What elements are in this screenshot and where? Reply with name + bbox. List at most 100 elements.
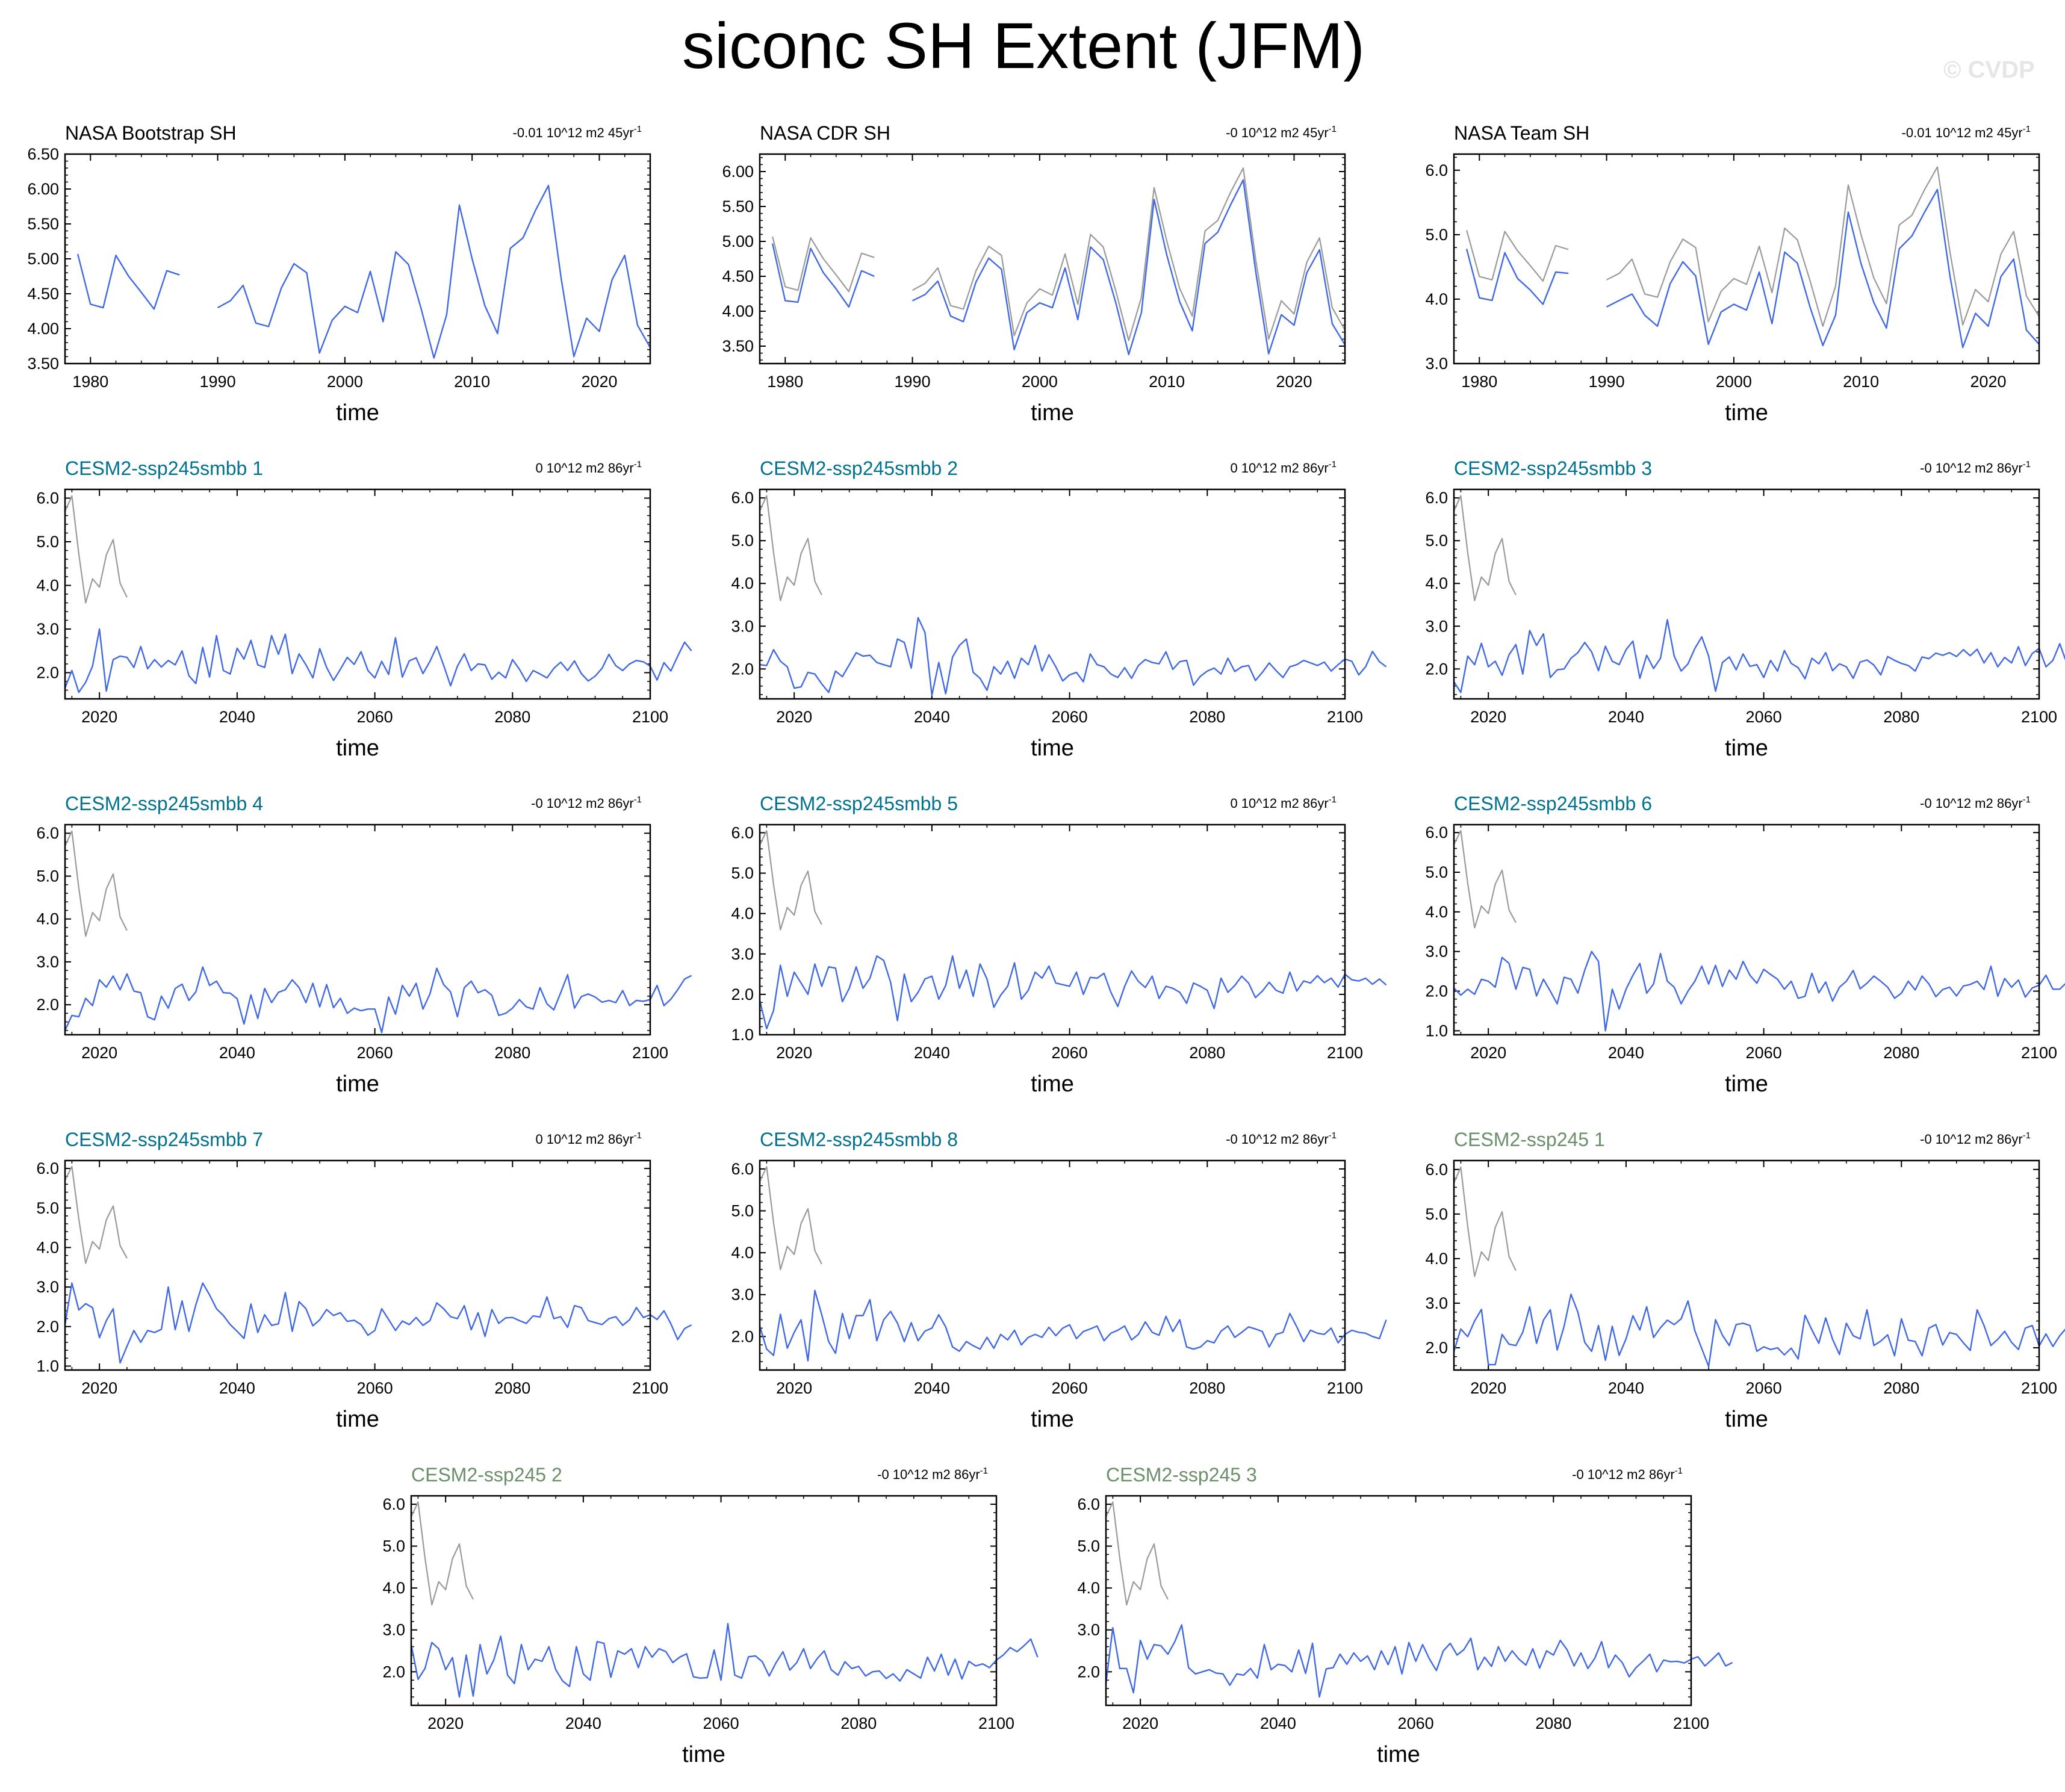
y-tick-label: 6.0 <box>731 489 754 507</box>
panel-title: CESM2-ssp245smbb 7 <box>65 1129 263 1150</box>
y-tick-label: 5.0 <box>731 532 754 550</box>
x-axis-title: time <box>336 1407 379 1432</box>
x-tick-label: 2100 <box>2021 708 2057 726</box>
obs-overlay-line <box>1453 1166 1517 1277</box>
plot-frame <box>759 488 1346 700</box>
x-tick-label: 2020 <box>1970 373 2006 391</box>
panel-13: CESM2-ssp245 2 -0 10^12 m2 86yr-1 2.0 3.0 4.… <box>382 1464 1039 1767</box>
y-tick-label: 5.50 <box>722 197 754 215</box>
y-tick-label: 4.0 <box>1425 903 1448 921</box>
y-tick-label: 5.0 <box>1077 1537 1100 1555</box>
x-tick-label: 2100 <box>1327 708 1363 726</box>
y-tick-label: 3.0 <box>1425 943 1448 961</box>
panel-7: CESM2-ssp245smbb 4 -0 10^12 m2 86yr-1 2.0 3… <box>36 793 692 1097</box>
obs-overlay-line <box>772 236 875 293</box>
series-line <box>64 966 692 1034</box>
x-tick-label: 2080 <box>1535 1714 1571 1732</box>
x-tick-label: 1990 <box>200 373 236 391</box>
y-tick-label: 2.0 <box>1077 1663 1100 1681</box>
y-tick-label: 5.0 <box>731 1202 754 1220</box>
y-tick-label: 6.0 <box>36 1159 59 1177</box>
y-tick-label: 3.0 <box>1425 355 1448 373</box>
x-tick-label: 2020 <box>1470 1379 1506 1397</box>
y-tick-label: 4.50 <box>722 267 754 285</box>
x-tick-label: 2000 <box>1022 373 1058 391</box>
x-tick-label: 2040 <box>219 708 255 726</box>
x-tick-label: 2080 <box>1883 1379 1919 1397</box>
x-tick-label: 2040 <box>1608 708 1644 726</box>
x-tick-label: 2040 <box>1608 1044 1644 1062</box>
x-axis-title: time <box>1031 1407 1074 1432</box>
plot-frame <box>759 1159 1346 1371</box>
plot-frame <box>759 153 1346 365</box>
series-line <box>1105 1624 1733 1698</box>
x-axis-title: time <box>1725 736 1768 761</box>
series-line <box>1453 1293 2065 1368</box>
y-tick-label: 5.0 <box>731 864 754 882</box>
y-tick-label: 4.50 <box>27 285 59 303</box>
y-tick-label: 1.0 <box>731 1026 754 1044</box>
series-line <box>759 616 1387 696</box>
x-tick-label: 2020 <box>427 1714 464 1732</box>
panel-10: CESM2-ssp245smbb 7 0 10^12 m2 86yr-1 1.0 2.… <box>36 1129 692 1432</box>
y-tick-label: 4.0 <box>731 574 754 592</box>
obs-overlay-line <box>759 1166 822 1271</box>
x-tick-label: 2060 <box>703 1714 739 1732</box>
plot-frame <box>1105 1495 1692 1707</box>
panel-title: CESM2-ssp245smbb 6 <box>1454 793 1652 814</box>
panel-title: CESM2-ssp245 2 <box>411 1464 562 1486</box>
series-line <box>64 1282 692 1364</box>
x-tick-label: 2060 <box>357 708 393 726</box>
x-tick-label: 1980 <box>1461 373 1497 391</box>
x-tick-label: 2020 <box>81 1379 117 1397</box>
x-tick-label: 2040 <box>1608 1379 1644 1397</box>
x-tick-label: 2060 <box>1746 1044 1782 1062</box>
y-tick-label: 2.0 <box>36 996 59 1014</box>
series-line <box>64 628 692 693</box>
trend-label: -0.01 10^12 m2 45yr-1 <box>1902 124 2031 140</box>
series-line <box>759 1289 1387 1362</box>
x-tick-label: 2060 <box>1746 708 1782 726</box>
y-tick-label: 6.0 <box>1425 161 1448 179</box>
x-tick-label: 2100 <box>2021 1379 2057 1397</box>
plot-frame <box>410 1495 998 1707</box>
obs-overlay-line <box>1606 166 2040 327</box>
x-tick-label: 2020 <box>1122 1714 1158 1732</box>
trend-label: -0 10^12 m2 86yr-1 <box>877 1466 988 1482</box>
y-tick-label: 2.0 <box>731 1327 754 1345</box>
plot-frame <box>64 1159 651 1371</box>
trend-label: -0 10^12 m2 45yr-1 <box>1226 124 1337 140</box>
x-tick-label: 2100 <box>1327 1379 1363 1397</box>
y-tick-label: 5.0 <box>36 867 59 885</box>
obs-overlay-line <box>1453 829 1517 929</box>
x-tick-label: 2040 <box>914 1379 950 1397</box>
x-tick-label: 2000 <box>327 373 363 391</box>
panel-title: CESM2-ssp245smbb 1 <box>65 457 263 479</box>
panel-8: CESM2-ssp245smbb 5 0 10^12 m2 86yr-1 1.0 2.… <box>731 793 1387 1097</box>
x-tick-label: 2080 <box>840 1714 877 1732</box>
y-tick-label: 5.0 <box>1425 1205 1448 1223</box>
y-tick-label: 1.0 <box>1425 1022 1448 1040</box>
panel-3: NASA Team SH -0.01 10^12 m2 45yr-1 3.0 4.0 5… <box>1425 122 2040 426</box>
y-tick-label: 5.0 <box>1425 226 1448 244</box>
panel-title: CESM2-ssp245smbb 2 <box>760 457 958 479</box>
x-tick-label: 2060 <box>1398 1714 1434 1732</box>
plot-frame <box>64 488 651 700</box>
y-tick-label: 5.00 <box>722 232 754 250</box>
plot-frame <box>759 823 1346 1036</box>
x-tick-label: 2020 <box>776 708 812 726</box>
y-tick-label: 5.0 <box>36 1199 59 1217</box>
trend-label: -0 10^12 m2 86yr-1 <box>1920 459 2031 476</box>
x-tick-label: 2020 <box>1470 1044 1506 1062</box>
x-tick-label: 2080 <box>1189 1044 1225 1062</box>
y-tick-label: 2.0 <box>1425 982 1448 1000</box>
x-tick-label: 2100 <box>632 1044 668 1062</box>
x-tick-label: 2020 <box>81 1044 117 1062</box>
x-tick-label: 2040 <box>914 708 950 726</box>
y-tick-label: 4.0 <box>36 910 59 928</box>
x-tick-label: 2080 <box>494 1379 530 1397</box>
trend-label: -0 10^12 m2 86yr-1 <box>1920 1130 2031 1147</box>
y-tick-label: 4.0 <box>382 1579 405 1597</box>
x-tick-label: 2020 <box>81 708 117 726</box>
